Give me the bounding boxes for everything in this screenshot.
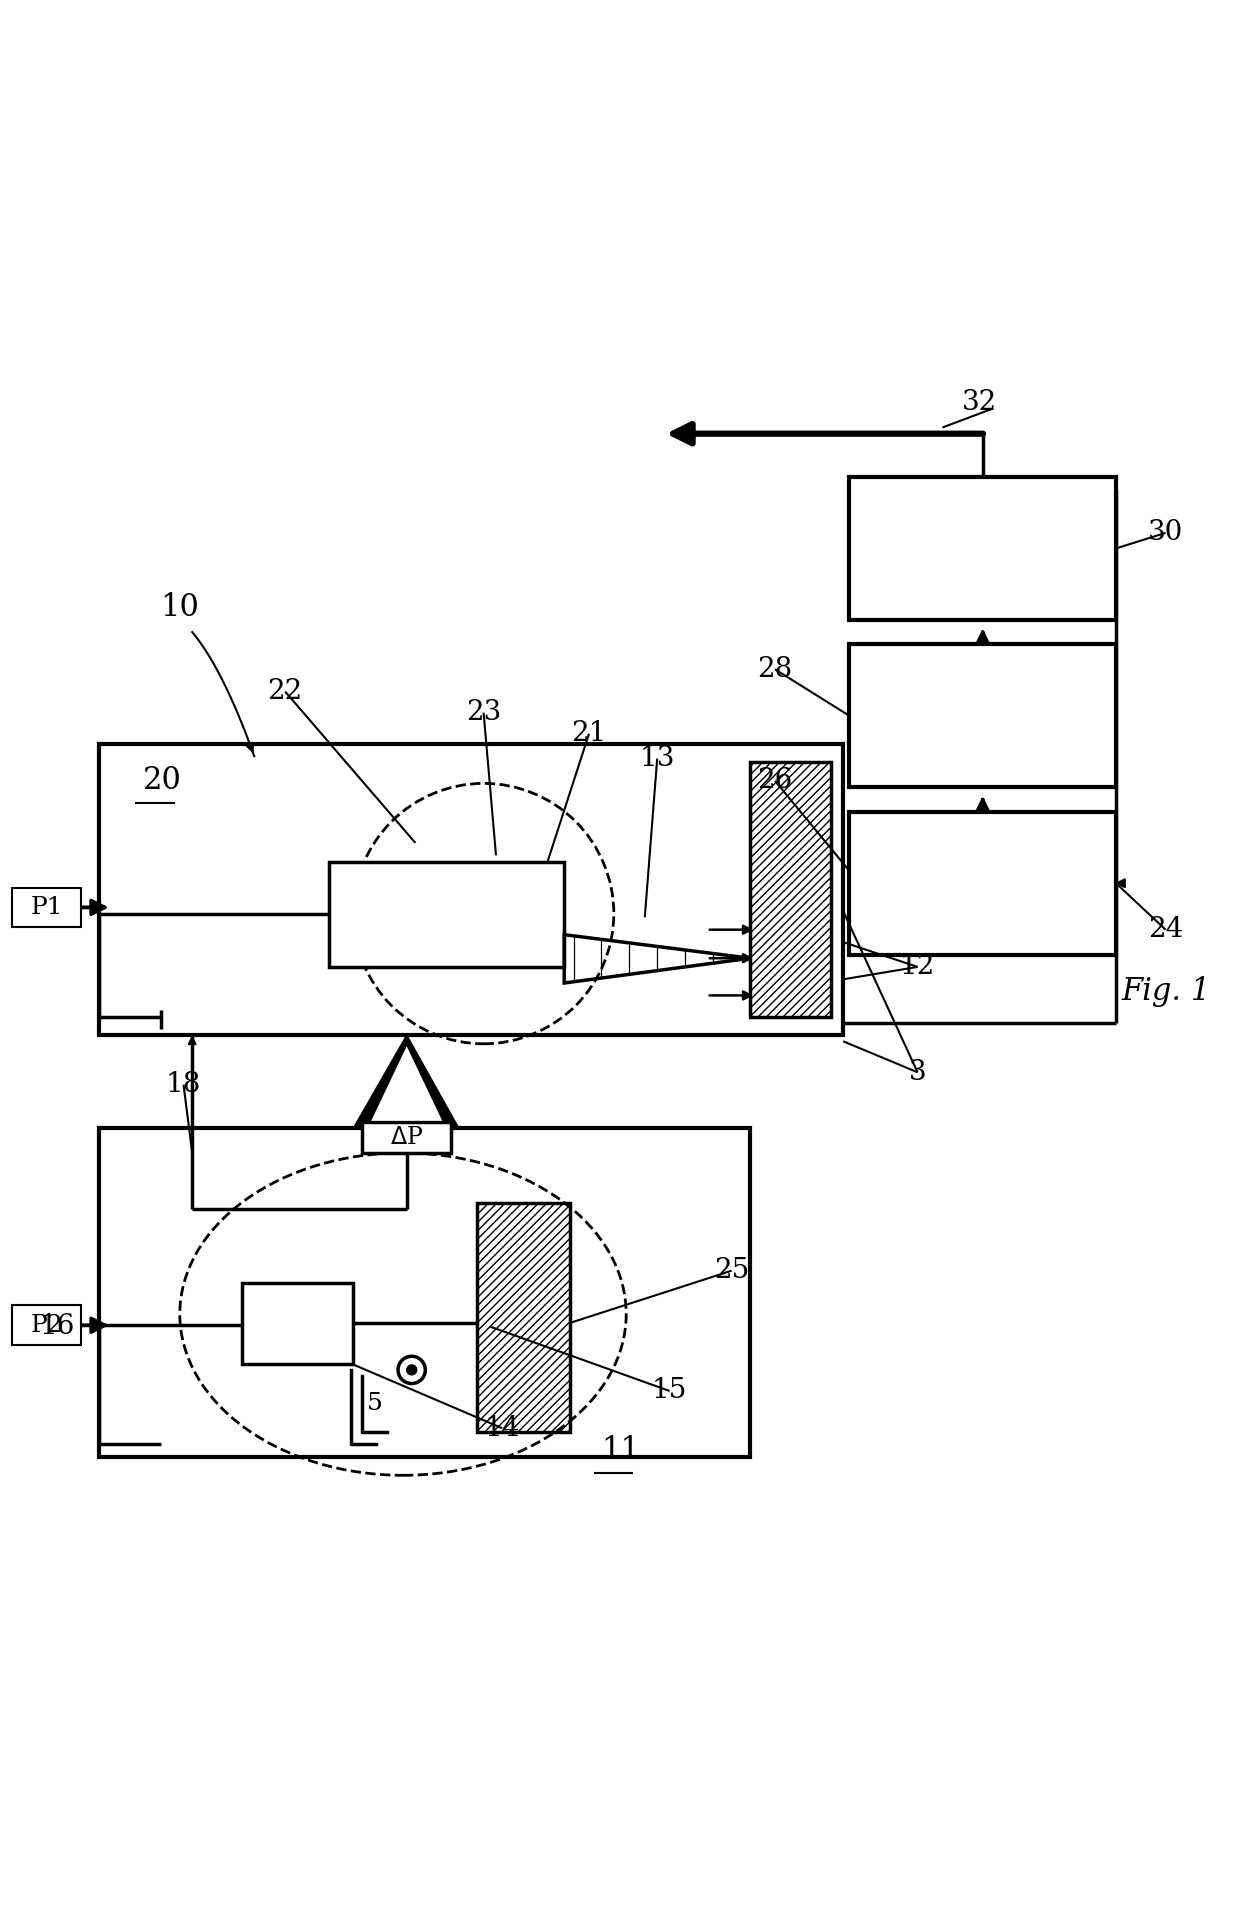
Bar: [362, 1122, 451, 1153]
Text: 12: 12: [900, 953, 935, 981]
Bar: [242, 1283, 353, 1363]
Text: Fig. 1: Fig. 1: [1121, 975, 1210, 1008]
Bar: [750, 762, 831, 1016]
Text: 24: 24: [1148, 916, 1183, 943]
Text: 16: 16: [40, 1313, 74, 1340]
Bar: [12, 888, 81, 928]
Text: P1: P1: [30, 895, 63, 918]
Text: 28: 28: [758, 657, 792, 683]
Text: 11: 11: [601, 1436, 640, 1466]
Text: 32: 32: [962, 389, 997, 416]
Text: 18: 18: [166, 1071, 201, 1098]
Text: 10: 10: [160, 592, 200, 622]
Bar: [99, 1128, 750, 1457]
Text: 22: 22: [268, 678, 303, 704]
Text: $\Delta$P: $\Delta$P: [391, 1126, 423, 1149]
Text: 20: 20: [143, 766, 181, 796]
Text: 3: 3: [909, 1059, 926, 1086]
Text: 14: 14: [485, 1415, 520, 1441]
Bar: [12, 1306, 81, 1346]
Text: 23: 23: [466, 699, 501, 725]
Text: 5: 5: [367, 1392, 382, 1415]
Bar: [99, 745, 843, 1035]
Text: 25: 25: [714, 1258, 749, 1285]
Text: 30: 30: [1148, 519, 1183, 546]
Text: 26: 26: [758, 767, 792, 794]
Text: P2: P2: [30, 1313, 63, 1336]
Polygon shape: [370, 1044, 444, 1122]
Bar: [849, 477, 1116, 620]
Text: 21: 21: [572, 720, 606, 746]
Bar: [849, 645, 1116, 787]
Circle shape: [407, 1365, 417, 1374]
Bar: [329, 861, 564, 966]
Text: 13: 13: [640, 745, 675, 771]
Bar: [477, 1203, 570, 1432]
Bar: [849, 811, 1116, 954]
Text: 15: 15: [652, 1378, 687, 1405]
Polygon shape: [353, 1035, 459, 1128]
